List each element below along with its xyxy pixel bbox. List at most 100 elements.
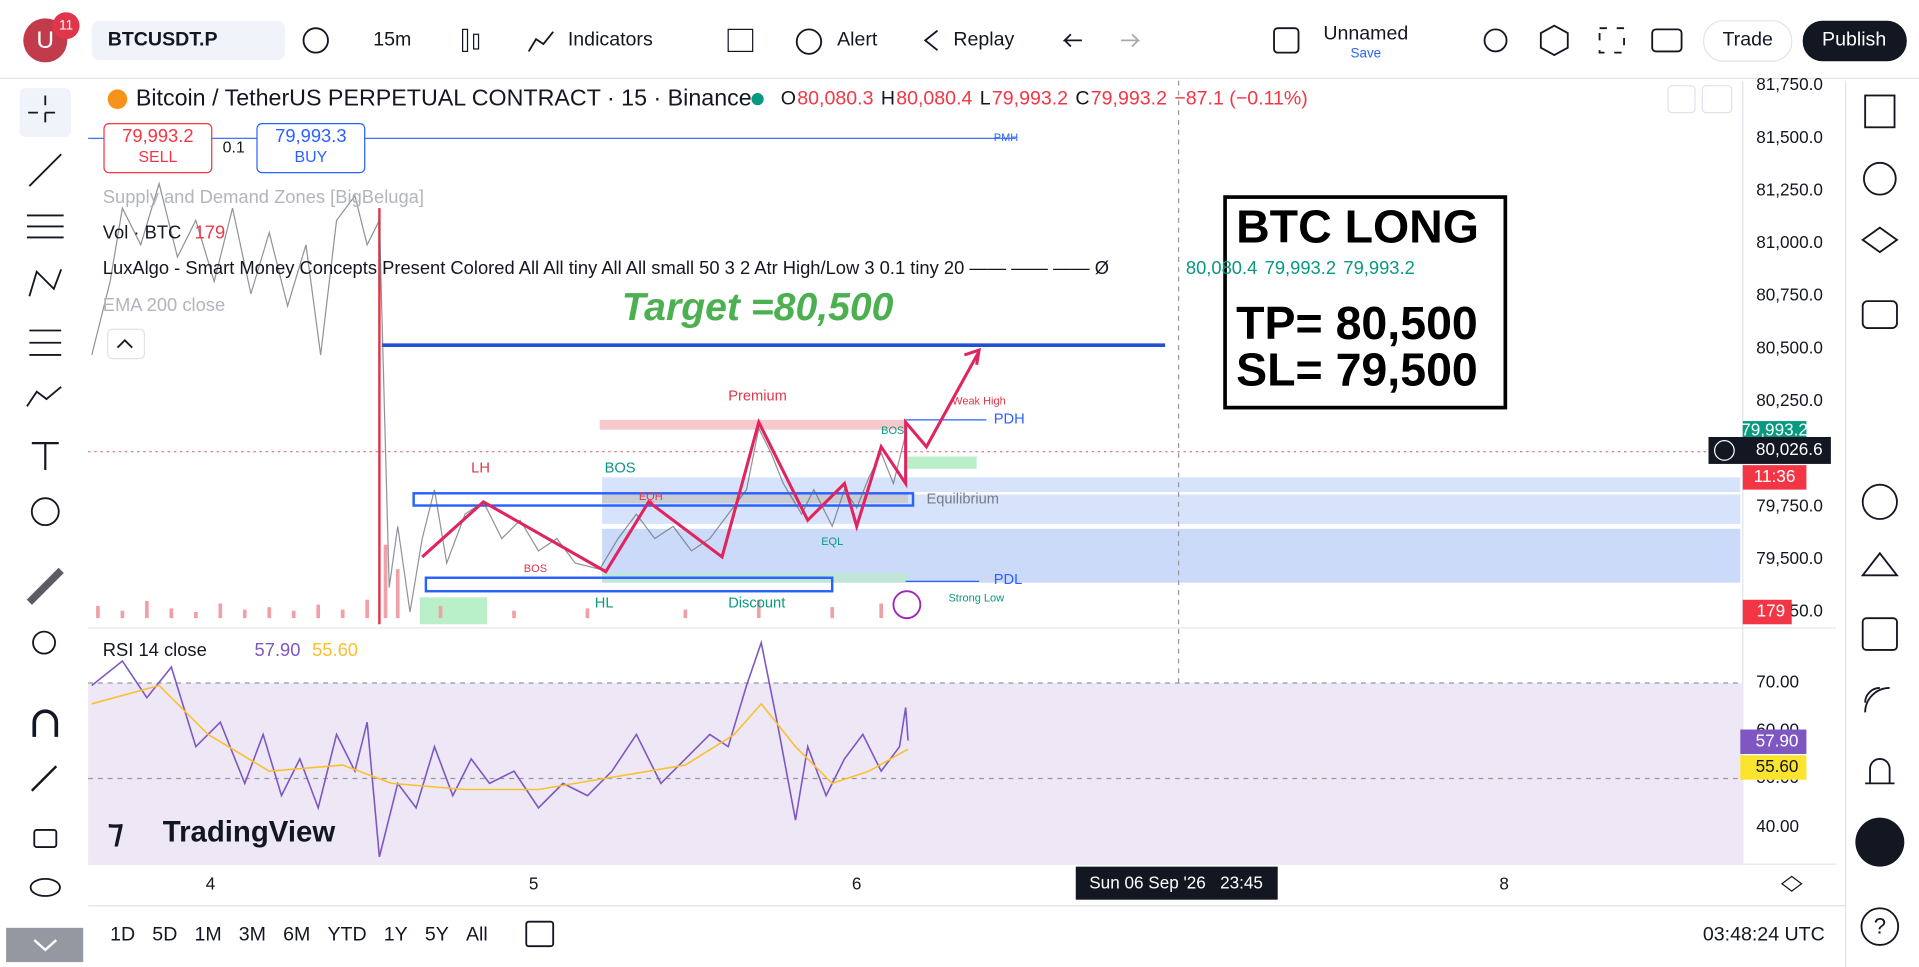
magnet-tool[interactable]: [32, 709, 59, 737]
chart-label: EQL: [821, 536, 843, 548]
alert-icon[interactable]: [795, 28, 823, 55]
ohlc-value: 79,993.2: [992, 87, 1068, 109]
date-range-icon[interactable]: [525, 920, 555, 948]
range-button[interactable]: 5D: [152, 923, 177, 945]
text-tool[interactable]: [31, 442, 59, 471]
zoom-tool[interactable]: [32, 630, 56, 655]
ohlc-label: H: [881, 87, 895, 109]
avatar-letter: U: [36, 27, 54, 54]
replay-icon[interactable]: [923, 29, 939, 51]
maximize-button[interactable]: [1701, 85, 1733, 114]
hide-tool[interactable]: [29, 877, 61, 897]
indicators-icon[interactable]: [527, 31, 554, 52]
interval[interactable]: 15m: [373, 29, 411, 51]
range-button[interactable]: 1M: [194, 923, 221, 945]
study-ema: EMA 200 close: [103, 294, 225, 315]
layout-icon[interactable]: [1273, 27, 1300, 54]
symbol: BTCUSDT.P: [108, 29, 218, 51]
collapse-legend[interactable]: [107, 328, 146, 360]
rsi-badge: [1740, 729, 1807, 755]
chat-icon[interactable]: [1861, 300, 1898, 329]
layout-name[interactable]: Unnamed: [1323, 22, 1408, 44]
search-icon[interactable]: [1483, 28, 1508, 53]
indicators-button[interactable]: Indicators: [568, 29, 653, 51]
notifications-icon[interactable]: [1865, 758, 1895, 785]
left-toolbar: [6, 80, 84, 963]
feed-icon[interactable]: [1864, 686, 1890, 713]
scroll-button[interactable]: [1667, 85, 1696, 114]
trendline-tool[interactable]: [28, 153, 62, 187]
apps-button[interactable]: [1855, 817, 1905, 867]
range-button[interactable]: 1D: [110, 923, 135, 945]
clock[interactable]: 03:48:24 UTC: [1703, 923, 1825, 945]
volume-value: 179: [1757, 601, 1786, 621]
trade-button[interactable]: [1702, 20, 1793, 62]
buy-button[interactable]: [256, 123, 366, 174]
time-axis-label: 4: [206, 874, 216, 894]
calendar-icon[interactable]: [1861, 617, 1898, 651]
chart-label: Strong Low: [948, 592, 1004, 604]
range-button[interactable]: All: [466, 923, 488, 945]
fib-tool[interactable]: [26, 214, 64, 239]
compare-icon[interactable]: [302, 27, 329, 54]
chart-label: EQH: [639, 491, 663, 503]
brush-tool[interactable]: [26, 386, 62, 407]
settings-icon[interactable]: [1539, 24, 1569, 57]
rsi-title: RSI 14 close: [103, 639, 207, 660]
alert-button[interactable]: Alert: [837, 29, 878, 51]
candle-icon[interactable]: [462, 28, 469, 53]
replay-button[interactable]: Replay: [953, 29, 1014, 51]
range-button[interactable]: 6M: [283, 923, 310, 945]
countdown: 11:36: [1754, 466, 1796, 486]
ohlc-value: 80,080.3: [797, 87, 873, 109]
templates-icon[interactable]: [727, 28, 754, 53]
study-smc-value: 79,993.2: [1343, 257, 1414, 278]
crosshair-time-badge: [1075, 866, 1278, 900]
layers-icon[interactable]: [1861, 226, 1899, 254]
order-qty[interactable]: 0.1: [223, 139, 245, 156]
study-smc-value: 79,993.2: [1265, 257, 1336, 278]
event-icon[interactable]: [892, 590, 922, 620]
symbol-search[interactable]: [91, 20, 286, 60]
drawing-mode-tool[interactable]: [30, 765, 58, 792]
time-axis-label: 6: [852, 874, 862, 894]
last-price: 79,993.2: [1741, 419, 1808, 439]
fullscreen-icon[interactable]: [1598, 27, 1625, 54]
measure-tool[interactable]: [26, 567, 64, 605]
price-axis-label: 81,500.0: [1756, 127, 1823, 147]
crosshair-time: Sun 06 Sep '26 23:45: [1089, 872, 1263, 892]
notification-count: 11: [59, 17, 73, 32]
alerts-icon[interactable]: [1863, 161, 1897, 196]
add-order-icon[interactable]: [1714, 440, 1735, 461]
rsi-ma-line: [91, 684, 909, 791]
publish-button[interactable]: [1802, 20, 1907, 62]
axis-settings[interactable]: [1780, 875, 1803, 892]
chart-label: LH: [471, 461, 490, 477]
collapse-button[interactable]: [6, 927, 84, 963]
lock-tool[interactable]: [33, 828, 58, 848]
icon-tool[interactable]: [30, 497, 60, 527]
price-axis-label: 80,750.0: [1756, 285, 1823, 305]
rsi-axis-label: 70.00: [1756, 672, 1799, 692]
range-button[interactable]: 3M: [239, 923, 266, 945]
redo[interactable]: [1121, 33, 1141, 48]
sell-button[interactable]: [103, 123, 213, 174]
range-button[interactable]: 1Y: [384, 923, 408, 945]
range-button[interactable]: 5Y: [425, 923, 449, 945]
range-button[interactable]: YTD: [327, 923, 366, 945]
ideas-icon[interactable]: [1861, 483, 1898, 520]
save-label[interactable]: Save: [1350, 45, 1381, 60]
pattern-tool[interactable]: [28, 268, 63, 297]
forecast-tool[interactable]: [29, 329, 62, 356]
study-smc: LuxAlgo - Smart Money Concepts Present C…: [103, 257, 1109, 278]
snapshot-icon[interactable]: [1651, 28, 1683, 53]
coin-icon: [107, 89, 128, 109]
buy-label: BUY: [295, 149, 328, 166]
hotlist-icon[interactable]: [1860, 551, 1899, 577]
watchlist-icon[interactable]: [1864, 94, 1896, 129]
undo[interactable]: [1062, 33, 1082, 48]
rsi-value: 57.90: [255, 639, 301, 660]
help-icon[interactable]: [1860, 907, 1900, 946]
